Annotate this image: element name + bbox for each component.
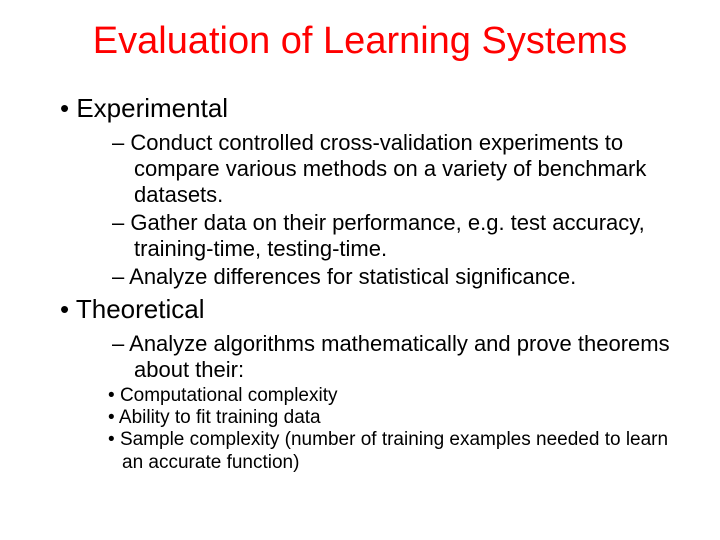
list-item: Gather data on their performance, e.g. t… — [112, 210, 680, 262]
list-item: Theoretical Analyze algorithms mathemati… — [60, 294, 680, 475]
list-item: Conduct controlled cross-validation expe… — [112, 130, 680, 208]
bullet-list-level2: Conduct controlled cross-validation expe… — [60, 130, 680, 290]
list-item: Analyze differences for statistical sign… — [112, 264, 680, 290]
section-heading: Theoretical — [76, 294, 205, 324]
list-item: Computational complexity — [108, 385, 680, 407]
slide-title: Evaluation of Learning Systems — [40, 20, 680, 63]
list-item: Ability to fit training data — [108, 407, 680, 429]
bullet-list-level2: Analyze algorithms mathematically and pr… — [60, 331, 680, 383]
bullet-list-level1: Experimental Conduct controlled cross-va… — [40, 93, 680, 474]
list-item: Analyze algorithms mathematically and pr… — [112, 331, 680, 383]
bullet-list-level3: Computational complexity Ability to fit … — [60, 385, 680, 475]
section-heading: Experimental — [76, 93, 228, 123]
list-item: Sample complexity (number of training ex… — [108, 429, 680, 474]
list-item: Experimental Conduct controlled cross-va… — [60, 93, 680, 290]
